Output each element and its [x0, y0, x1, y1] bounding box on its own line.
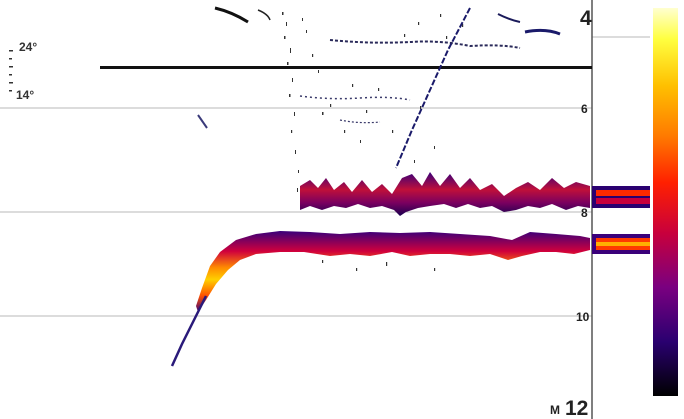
- diagonal-trace: [395, 7, 471, 169]
- bottom-marker-core: [596, 242, 650, 246]
- depth-label-10: 10: [576, 310, 590, 324]
- bottom-return: [196, 231, 590, 312]
- depth-grid: [0, 36, 650, 317]
- temperature-line: [100, 66, 592, 69]
- bottom-return-tail: [170, 295, 208, 367]
- temperature-scale-ticks: [9, 50, 13, 92]
- depth-units: M: [550, 403, 560, 417]
- palette-bar: [653, 8, 678, 396]
- depth-label-bottom: 12: [565, 397, 588, 419]
- thermocline-marker-2: [596, 198, 650, 204]
- thermocline-marker-outer: [592, 186, 650, 208]
- depth-label-6: 6: [581, 102, 588, 116]
- temp-label-lower: 14°: [16, 88, 34, 102]
- temp-label-upper: 24°: [19, 40, 37, 54]
- thermocline-return: [300, 172, 590, 216]
- surface-clutter: [197, 6, 561, 271]
- thermocline-marker: [596, 190, 650, 196]
- depth-label-top: 4: [580, 7, 592, 30]
- depth-label-8: 8: [581, 206, 588, 220]
- color-bar-panel: [592, 8, 678, 396]
